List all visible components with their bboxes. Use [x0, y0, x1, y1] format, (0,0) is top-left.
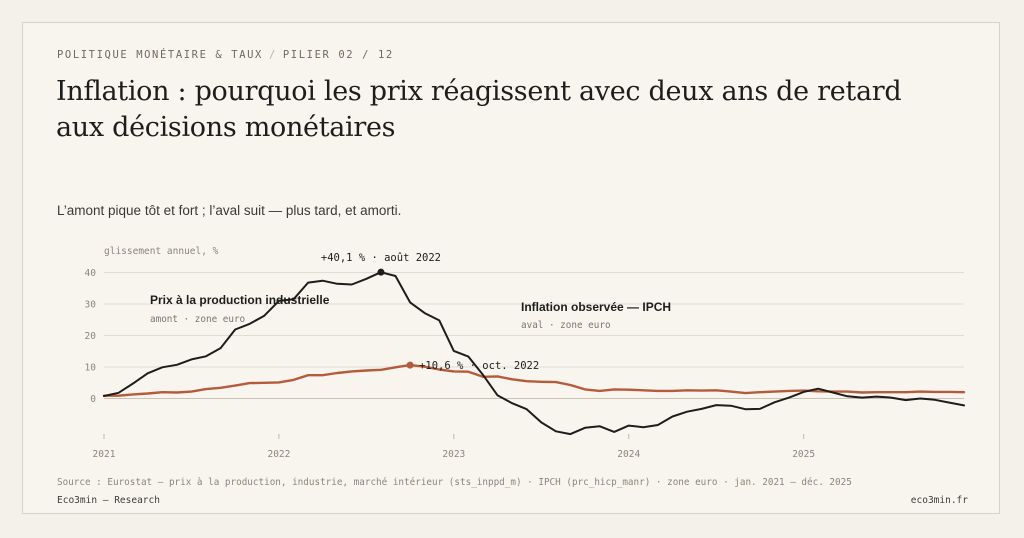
series-sub-hicp: aval · zone euro: [521, 320, 611, 331]
y-axis-label: glissement annuel, %: [104, 246, 219, 257]
y-tick-label: 30: [85, 300, 97, 311]
x-tick-label: 2025: [792, 449, 815, 460]
series-lines: [102, 271, 966, 436]
site-link[interactable]: eco3min.fr: [910, 495, 968, 506]
annotation-label-hicp: +10,6 % · oct. 2022: [419, 360, 539, 372]
annotation-marker-ppi: [377, 268, 385, 276]
category-label: POLITIQUE MONÉTAIRE & TAUX: [57, 49, 263, 61]
brand-label: Eco3min — Research: [57, 495, 160, 506]
series-sub-ppi: amont · zone euro: [150, 314, 245, 325]
y-tick-label: 10: [85, 363, 97, 374]
annotation-marker-hicp: [406, 361, 414, 369]
eyebrow: POLITIQUE MONÉTAIRE & TAUX / PILIER 02 / 1…: [57, 49, 394, 61]
series-name-ppi: Prix à la production industrielle: [150, 293, 330, 307]
x-tick-label: 2023: [442, 449, 465, 460]
series-labels: Prix à la production industrielle amont ·…: [150, 293, 671, 331]
page-subtitle: L’amont pique tôt et fort ; l’aval suit …: [57, 203, 402, 218]
x-tick-label: 2021: [93, 449, 116, 460]
annotation-label-ppi: +40,1 % · août 2022: [321, 252, 441, 264]
y-tick-label: 0: [90, 394, 96, 405]
card-frame: [22, 22, 1000, 514]
series-line-hicp: [102, 363, 966, 397]
y-tick-label: 40: [85, 268, 97, 279]
pillar-label: PILIER 02 / 12: [282, 49, 394, 61]
annotations: +40,1 % · août 2022 +10,6 % · oct. 2022: [321, 252, 539, 372]
series-line-ppi: [103, 271, 965, 436]
page-title: Inflation : pourquoi les prix réagissent…: [56, 76, 902, 143]
eyebrow-separator: /: [268, 49, 277, 61]
y-axis-ticks: 0 10 20 30 40: [85, 268, 97, 405]
series-name-hicp: Inflation observée — IPCH: [521, 300, 671, 314]
y-tick-label: 20: [85, 331, 97, 342]
source-note: Source : Eurostat — prix à la production…: [57, 477, 852, 488]
chart-grid: [104, 272, 964, 399]
x-tick-label: 2022: [267, 449, 290, 460]
x-tick-label: 2024: [617, 449, 640, 460]
x-axis-ticks: 2021 2022 2023 2024 2025: [93, 434, 815, 460]
